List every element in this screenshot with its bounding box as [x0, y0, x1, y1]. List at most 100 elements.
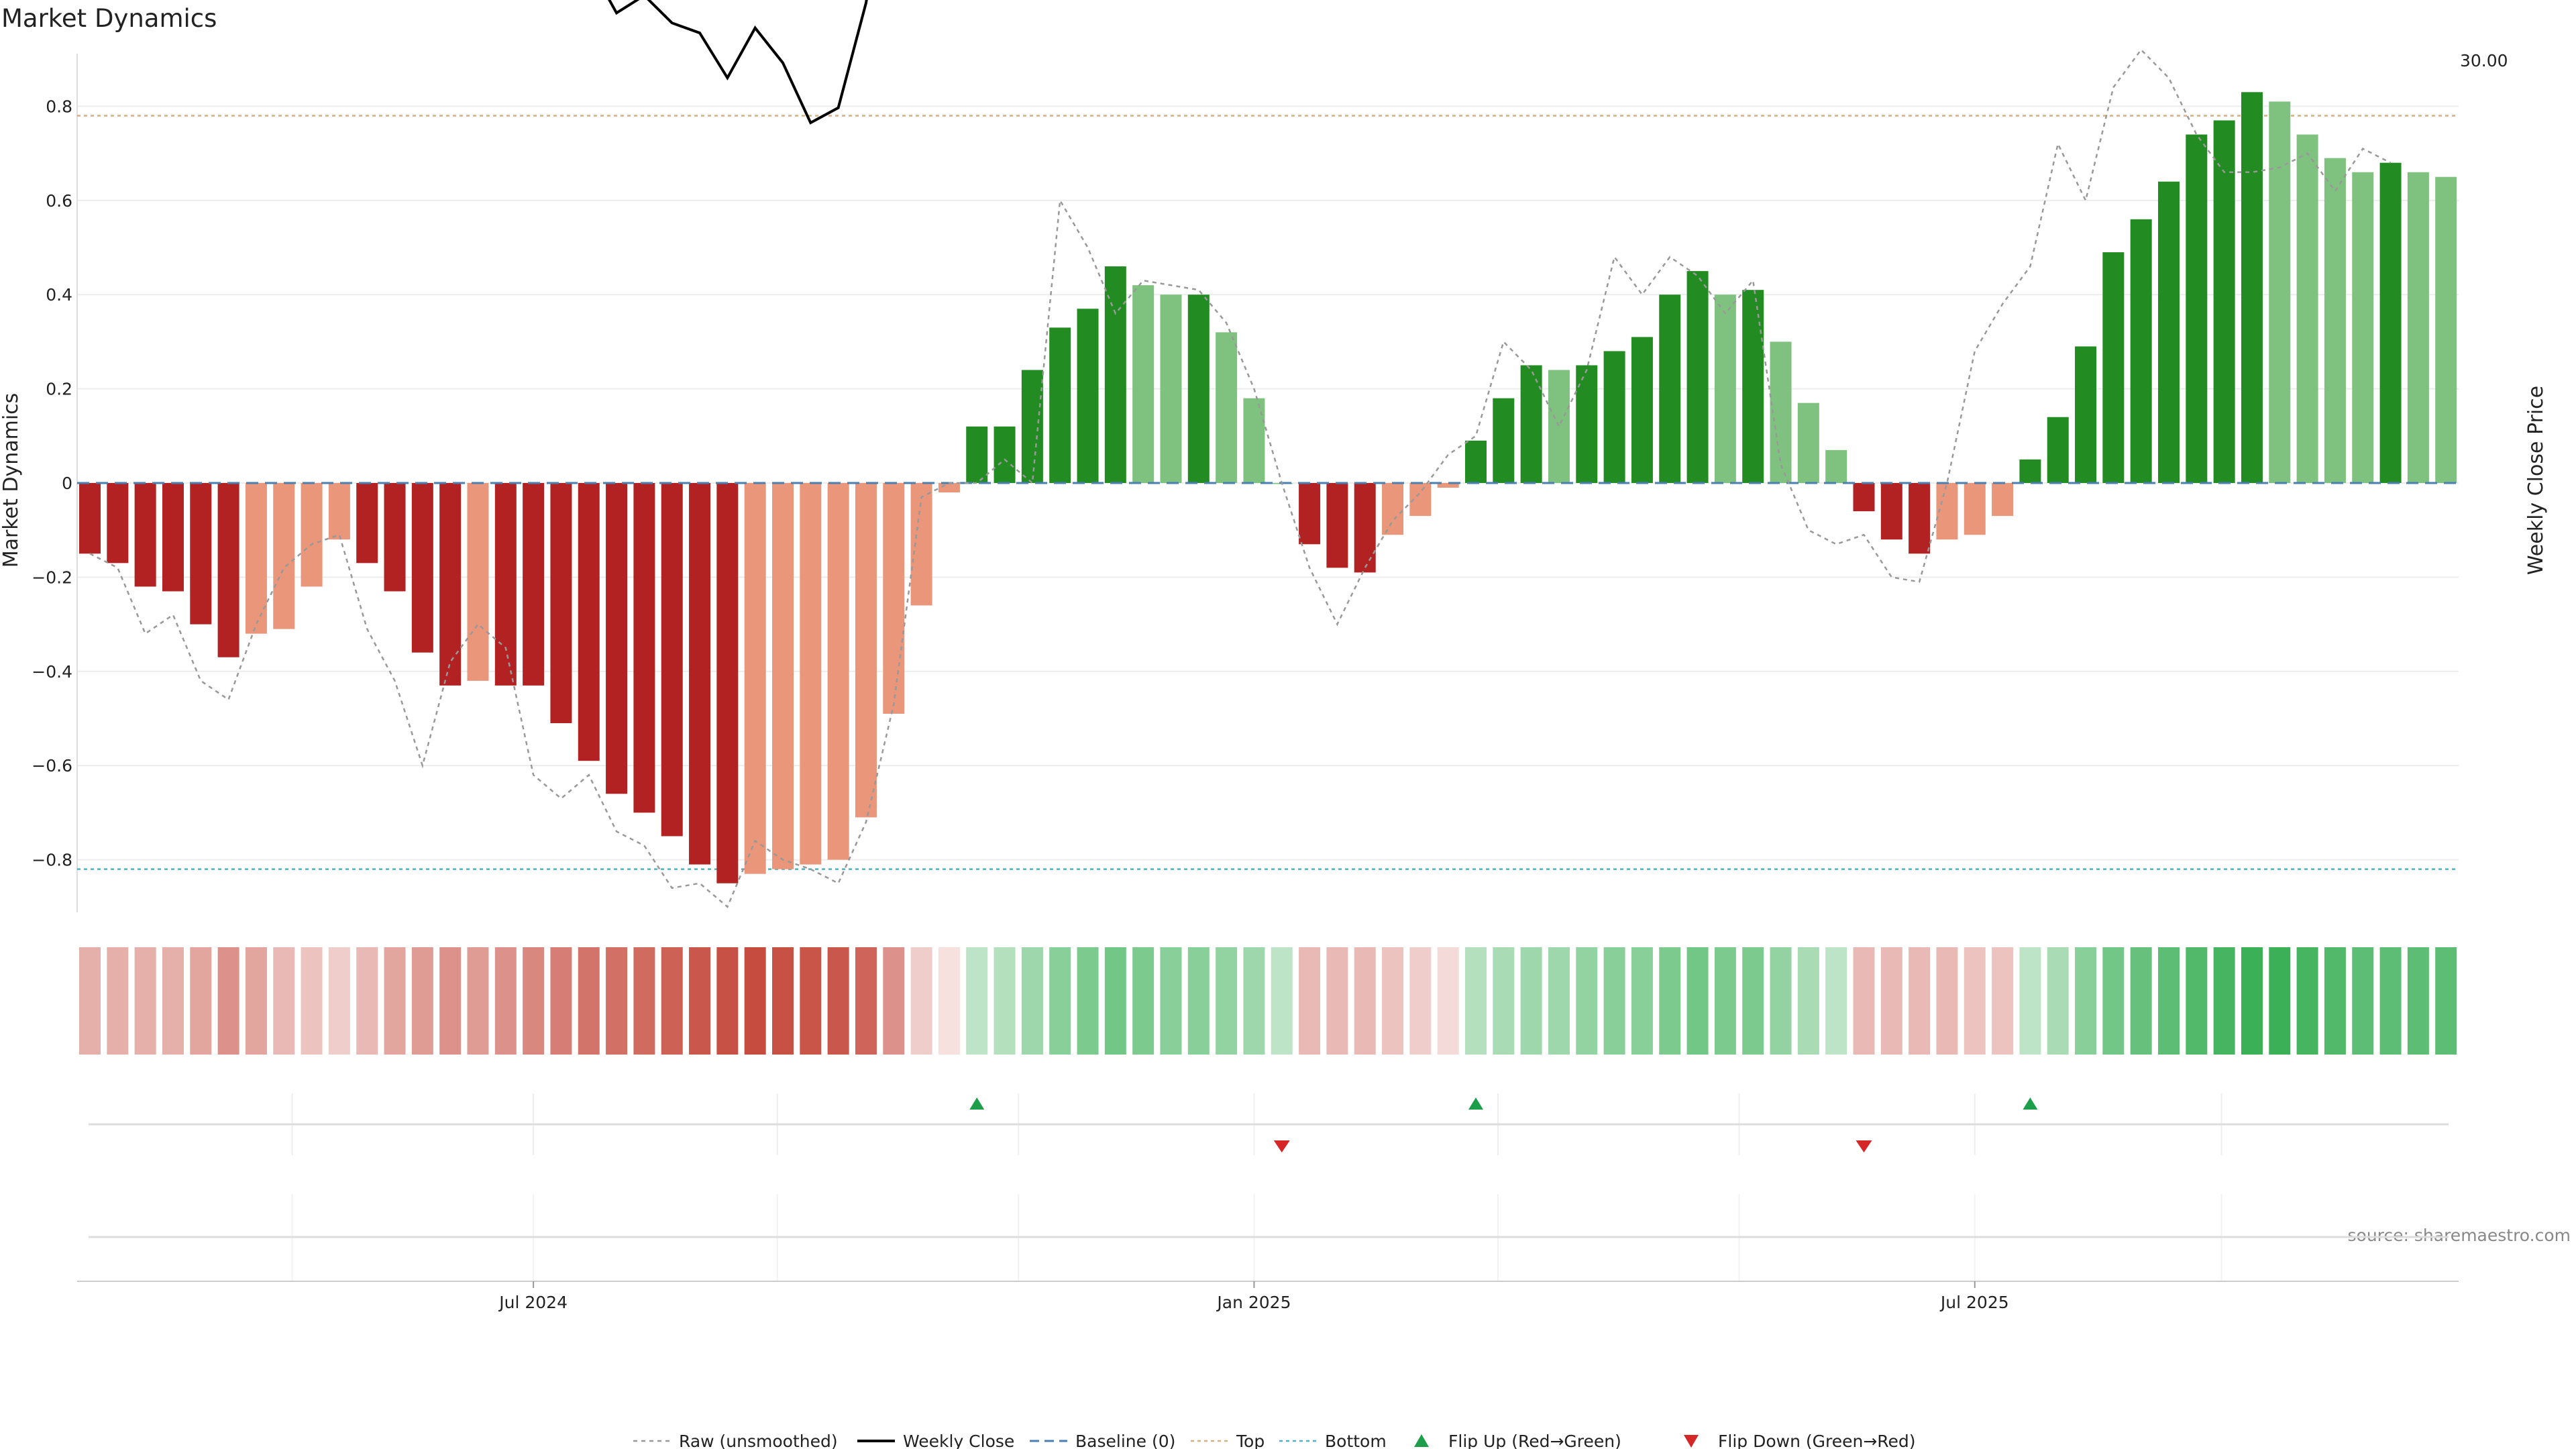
heat-cell [1132, 947, 1155, 1055]
heat-cell [1465, 947, 1487, 1055]
heat-cell [1354, 947, 1376, 1055]
bar [1992, 483, 2014, 517]
bar [384, 483, 406, 592]
heat-cell [689, 947, 711, 1055]
heat-cell [356, 947, 378, 1055]
heat-cell [1104, 947, 1126, 1055]
bar [2102, 252, 2125, 483]
heat-cell [1382, 947, 1404, 1055]
heat-cell [1603, 947, 1625, 1055]
heat-cell [1520, 947, 1542, 1055]
bar [134, 483, 156, 587]
bar-series [79, 92, 2457, 883]
bar [1797, 402, 1819, 483]
heat-cell [578, 947, 600, 1055]
bar [2379, 162, 2402, 483]
y-tick-label: −0.6 [32, 756, 72, 775]
bar [661, 483, 683, 837]
heat-cell [2213, 947, 2235, 1055]
bar [1326, 483, 1348, 568]
heat-cell [1936, 947, 1958, 1055]
heat-cell [1326, 947, 1348, 1055]
bar [217, 483, 239, 657]
bar [2269, 101, 2291, 483]
bar [2130, 219, 2152, 483]
bar [2407, 172, 2429, 483]
heat-cell [855, 947, 877, 1055]
bar [855, 483, 877, 818]
heat-cell [2186, 947, 2208, 1055]
bar [2324, 158, 2346, 483]
legend-item: Baseline (0) [1030, 1432, 1175, 1449]
bar [1686, 271, 1709, 483]
x-tick-label: Jan 2025 [1216, 1293, 1291, 1312]
bar [107, 483, 129, 564]
heat-cell [1271, 947, 1293, 1055]
heat-cell [1049, 947, 1071, 1055]
heat-cell [439, 947, 462, 1055]
bar [578, 483, 600, 761]
y-tick-label: 0.2 [46, 380, 72, 399]
bar [301, 483, 323, 587]
bar [328, 483, 350, 540]
heat-cell [994, 947, 1016, 1055]
legend-label: Flip Down (Green→Red) [1718, 1432, 1916, 1449]
bar [1964, 483, 1986, 535]
legend-label: Weekly Close [903, 1432, 1014, 1449]
heat-cell [1299, 947, 1321, 1055]
heat-cell [384, 947, 406, 1055]
bar [1742, 290, 1764, 483]
bar [744, 483, 766, 874]
legend-item: Top [1191, 1432, 1265, 1449]
heat-cell [1742, 947, 1764, 1055]
legend-item: Flip Up (Red→Green) [1414, 1432, 1621, 1449]
flip-up-marker [2023, 1097, 2038, 1110]
heat-cell [1576, 947, 1598, 1055]
heat-cell [190, 947, 212, 1055]
bar [2241, 92, 2263, 484]
bar [1437, 483, 1459, 488]
bar [2213, 120, 2235, 483]
flip-markers-panel [89, 1093, 2449, 1155]
heat-cell [1992, 947, 2014, 1055]
heat-cell [1216, 947, 1238, 1055]
bar [1520, 365, 1542, 483]
legend-label: Flip Up (Red→Green) [1448, 1432, 1621, 1449]
heat-cell [716, 947, 739, 1055]
heat-cell [550, 947, 572, 1055]
bar [411, 483, 433, 653]
heat-cell [2407, 947, 2429, 1055]
bar [2352, 172, 2374, 483]
heat-cell [1631, 947, 1653, 1055]
heat-cell [1686, 947, 1709, 1055]
heat-cell [1964, 947, 1986, 1055]
heat-cell [1493, 947, 1515, 1055]
bar [2047, 417, 2069, 483]
legend-flip-up-icon [1414, 1434, 1429, 1447]
heat-cell [2435, 947, 2457, 1055]
bar [994, 426, 1016, 483]
y2-axis-label: Weekly Close Price [2524, 386, 2548, 575]
heat-cell [1187, 947, 1210, 1055]
bar [1382, 483, 1404, 535]
chart-title: Market Dynamics [1, 4, 217, 33]
bar [550, 483, 572, 724]
heat-cell [162, 947, 184, 1055]
heat-cell [2269, 947, 2291, 1055]
heat-cell [1077, 947, 1099, 1055]
bar [910, 483, 932, 606]
legend: Raw (unsmoothed) Weekly Close Baseline (0)… [633, 1432, 1916, 1449]
bar [633, 483, 655, 813]
bar [800, 483, 822, 865]
heat-cell [606, 947, 628, 1055]
heat-cell [273, 947, 295, 1055]
y-tick-label: −0.8 [32, 851, 72, 870]
heat-cell [966, 947, 988, 1055]
x-tick-label: Jul 2024 [498, 1293, 568, 1312]
bar [1576, 365, 1598, 483]
heat-cell [1909, 947, 1931, 1055]
heat-cell [1243, 947, 1265, 1055]
bar [1853, 483, 1875, 512]
x-tick-label: Jul 2025 [1939, 1293, 2009, 1312]
legend-flip-down-icon [1684, 1435, 1699, 1448]
